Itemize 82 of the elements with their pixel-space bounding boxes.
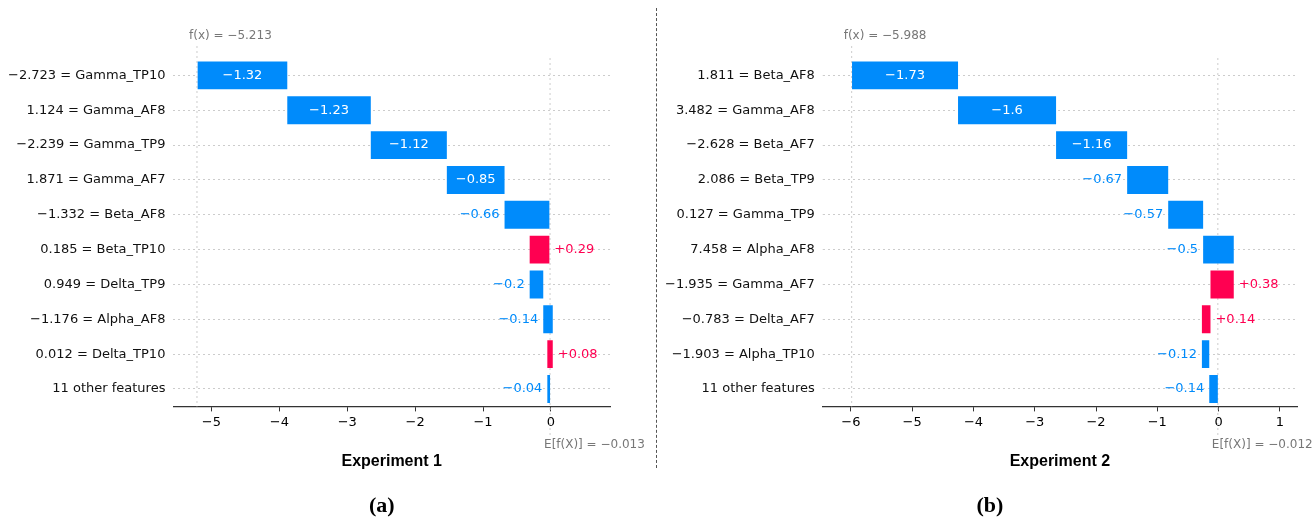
- bar: [1201, 305, 1211, 334]
- x-tick-label: 0: [1214, 413, 1223, 429]
- data-label: +0.14: [1215, 310, 1256, 326]
- x-tick-label: −3: [337, 413, 357, 429]
- x-tick-label: −2: [405, 413, 425, 429]
- data-label: −0.66: [459, 206, 500, 222]
- x-tick-label: −1: [1147, 413, 1167, 429]
- data-label: −0.57: [1123, 206, 1164, 222]
- x-tick-label: 1: [1275, 413, 1284, 429]
- bar: [1168, 200, 1204, 229]
- ref-line-label: E[f(X)] = −0.012: [1211, 436, 1313, 451]
- y-tick-label: −1.332 = Beta_AF8: [37, 206, 166, 222]
- data-label: −0.14: [498, 310, 539, 326]
- data-label: +0.38: [1238, 275, 1279, 291]
- bar: [547, 375, 551, 403]
- y-tick-label: −1.903 = Alpha_TP10: [671, 345, 815, 361]
- bar: [287, 96, 371, 125]
- x-tick-label: −1: [473, 413, 493, 429]
- y-tick-label: 1.124 = Gamma_AF8: [26, 101, 166, 117]
- text: Experiment 2: [1009, 451, 1111, 469]
- data-label: −1.6: [991, 101, 1023, 117]
- data-label: −0.2: [493, 275, 525, 291]
- bar: [1209, 375, 1218, 403]
- bar: [1201, 340, 1210, 369]
- data-label: −1.23: [309, 101, 349, 117]
- bar: [529, 235, 550, 264]
- y-tick-label: 0.185 = Beta_TP10: [40, 240, 166, 256]
- data-label: −0.67: [1082, 171, 1123, 187]
- x-tick-label: −4: [269, 413, 289, 429]
- data-label: −0.12: [1157, 345, 1197, 361]
- bar: [547, 340, 553, 369]
- ref-line-label: f(x) = −5.213: [188, 28, 272, 43]
- y-tick-label: 0.949 = Delta_TP9: [43, 275, 166, 291]
- bar: [446, 166, 505, 194]
- x-tick-label: 0: [546, 413, 556, 429]
- text: (b): [976, 492, 1004, 518]
- y-tick-label: −1.176 = Alpha_AF8: [30, 310, 166, 326]
- bar: [852, 61, 959, 90]
- x-tick-label: −3: [1025, 413, 1045, 429]
- data-label: −1.32: [222, 66, 263, 82]
- y-tick-label: −0.783 = Delta_AF7: [681, 310, 815, 326]
- data-label: −0.14: [1164, 380, 1205, 396]
- y-tick-label: 1.811 = Beta_AF8: [697, 66, 815, 82]
- data-label: −1.73: [885, 66, 925, 82]
- bar: [1203, 235, 1234, 264]
- y-tick-label: 11 other features: [701, 380, 815, 396]
- y-tick-label: −2.723 = Gamma_TP10: [8, 66, 166, 82]
- x-tick-label: −2: [1086, 413, 1106, 429]
- bar: [1056, 131, 1128, 160]
- bar: [370, 131, 447, 160]
- y-tick-label: 3.482 = Gamma_AF8: [675, 101, 815, 117]
- text: Experiment 1: [341, 451, 443, 469]
- y-tick-label: 0.012 = Delta_TP10: [35, 345, 166, 361]
- data-label: −0.5: [1166, 240, 1199, 256]
- bar: [543, 305, 553, 334]
- y-tick-label: 0.127 = Gamma_TP9: [676, 206, 815, 222]
- data-label: −0.04: [502, 380, 543, 396]
- data-label: +0.08: [557, 345, 598, 361]
- text: (a): [368, 492, 395, 518]
- data-label: −1.16: [1071, 136, 1112, 152]
- data-label: +0.29: [554, 240, 595, 256]
- bar: [958, 96, 1057, 125]
- ref-line-label: E[f(X)] = −0.013: [544, 436, 645, 451]
- ref-line-label: f(x) = −5.988: [843, 28, 927, 43]
- bar: [197, 61, 288, 90]
- data-label: −1.12: [388, 136, 429, 152]
- data-label: −0.85: [455, 171, 496, 187]
- y-tick-label: 1.871 = Gamma_AF7: [26, 171, 166, 187]
- x-tick-label: −5: [902, 413, 922, 429]
- bar: [504, 200, 550, 229]
- bar: [1210, 270, 1234, 299]
- y-tick-label: −2.628 = Beta_AF7: [686, 136, 815, 152]
- x-tick-label: −6: [841, 413, 861, 429]
- bar: [529, 270, 544, 299]
- y-tick-label: 11 other features: [52, 380, 166, 396]
- y-tick-label: 2.086 = Beta_TP9: [697, 171, 815, 187]
- bar: [1127, 166, 1169, 194]
- y-tick-label: −2.239 = Gamma_TP9: [16, 136, 166, 152]
- y-tick-label: −1.935 = Gamma_AF7: [664, 275, 815, 291]
- x-tick-label: −5: [201, 413, 222, 429]
- y-tick-label: 7.458 = Alpha_AF8: [690, 240, 815, 256]
- x-tick-label: −4: [963, 413, 984, 429]
